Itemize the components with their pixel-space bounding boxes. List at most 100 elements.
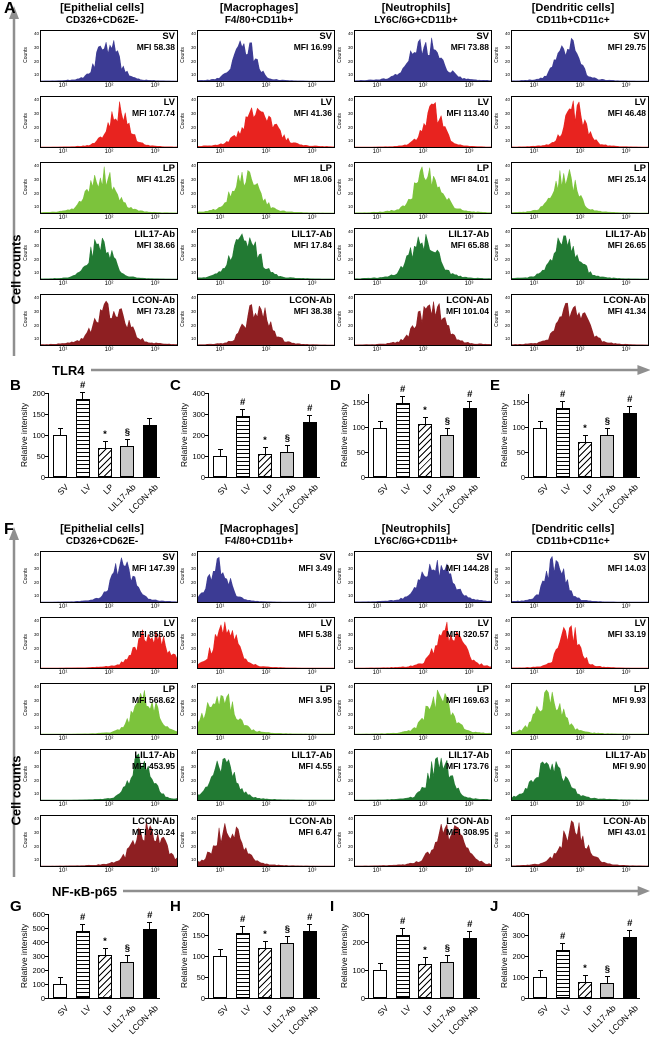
group-label: LIL17-Ab	[134, 750, 175, 761]
column-header: [Neutrophils] LY6C/6G+CD11b+	[340, 523, 492, 548]
bar-LIL17-Ab	[280, 943, 295, 998]
histogram-plot: SV MFI 3.49 10¹ 10² 10³	[197, 551, 335, 617]
x-tick-label: 10¹	[215, 604, 225, 610]
x-tick-label: 10³	[621, 215, 631, 221]
group-label: LP	[319, 163, 332, 174]
x-tick-label: 10¹	[58, 149, 68, 155]
bar-LIL17-Ab	[120, 445, 135, 477]
mfi-value: MFI 147.39	[132, 563, 175, 573]
counts-axis-label: Counts	[336, 700, 343, 716]
histogram-x-ticks: 10¹ 10² 10³	[197, 149, 335, 155]
histogram-frame	[511, 749, 649, 801]
y-tick-label: 10	[190, 336, 196, 342]
y-tick-label: 30	[33, 697, 39, 703]
y-tick-label: 20	[190, 645, 196, 651]
bar-chart-panel-b: B Relative intensity 0 50 100 150 200 SV # LV * LP §…	[10, 377, 170, 518]
bar-chart-panel-e: E Relative intensity 0 50 100 150 SV # LV * LP § LIL…	[490, 377, 650, 518]
x-tick-label: 10³	[621, 83, 631, 89]
y-tick-label: 10	[33, 138, 39, 144]
histogram-x-ticks: 10¹ 10² 10³	[354, 670, 492, 676]
y-tick-label: 10	[347, 593, 353, 599]
y-tick-label: 10	[190, 72, 196, 78]
flow-histogram-cell: Counts 40 30 20 10 LP MFI 169.63 10¹ 10² 10³	[336, 683, 492, 749]
histogram-x-ticks: 10¹ 10² 10³	[40, 347, 178, 353]
histogram-y-axis: Counts 40 30 20 10	[180, 162, 197, 228]
group-label: LP	[476, 684, 489, 695]
x-tick-label: 10²	[418, 670, 428, 676]
y-tick-label: 30	[347, 44, 353, 50]
x-tick-label: 10²	[575, 281, 585, 287]
histogram-curve	[355, 621, 491, 668]
flow-histogram-cell: Counts 40 30 20 10 LV MFI 107.74 10¹ 10² 10³	[22, 96, 178, 162]
y-tick-mark	[205, 934, 209, 936]
x-tick-label: 10¹	[58, 670, 68, 676]
histogram-frame	[354, 30, 492, 82]
histogram-x-ticks: 10¹ 10² 10³	[40, 281, 178, 287]
histogram-curve	[198, 304, 334, 345]
histogram-y-ticks: 40 30 20 10	[191, 750, 196, 797]
histogram-y-axis: Counts 40 30 20 10	[23, 551, 40, 617]
y-tick-label: 20	[504, 645, 510, 651]
histogram-y-ticks: 40 30 20 10	[191, 684, 196, 731]
x-category-label: SV	[535, 1003, 551, 1019]
histogram-plot: LIL17-Ab MFI 17.84 10¹ 10² 10³	[197, 228, 335, 294]
flow-histogram-cell: Counts 40 30 20 10 SV MFI 29.75 10¹ 10² 10³	[494, 30, 649, 96]
histogram-frame	[511, 551, 649, 603]
histogram-column: [Neutrophils] LY6C/6G+CD11b+ Counts 40 30 20 1…	[337, 2, 492, 360]
y-tick-label: 40	[347, 229, 353, 234]
histogram-curve	[198, 233, 334, 279]
flow-histogram-cell: Counts 40 30 20 10 LV MFI 855.05 10¹ 10² 10³	[23, 617, 178, 683]
x-tick-label: 10²	[261, 868, 271, 874]
bar-LP	[578, 982, 592, 998]
counts-axis-label: Counts	[22, 113, 29, 129]
x-tick-label: 10²	[261, 604, 271, 610]
x-tick-label: 10¹	[58, 736, 68, 742]
x-tick-label: 10¹	[372, 736, 382, 742]
histogram-y-ticks: 40 30 20 10	[34, 618, 39, 665]
group-label: SV	[633, 31, 646, 42]
bar-LCON-Ab	[142, 424, 157, 477]
histogram-column: [Dendritic cells] CD11b+CD11c+ Counts 40 30 2…	[494, 523, 649, 881]
column-header: [Macrophages] F4/80+CD11b+	[183, 523, 335, 548]
mfi-value: MFI 730.24	[132, 827, 175, 837]
error-bar	[102, 947, 108, 955]
x-tick-label: 10³	[464, 604, 474, 610]
y-tick-label: 10	[190, 659, 196, 665]
bar-LP	[578, 442, 592, 477]
histogram-plot: LCON-Ab MFI 308.95 10¹ 10² 10³	[354, 815, 492, 881]
histogram-y-ticks: 40 30 20 10	[505, 31, 510, 78]
y-tick-label: 20	[190, 256, 196, 262]
y-tick-label: 10	[504, 857, 510, 863]
histogram-y-axis: Counts 40 30 20 10	[180, 683, 197, 749]
y-tick-label: 30	[33, 308, 39, 314]
group-label: LP	[476, 163, 489, 174]
histogram-plot: LV MFI 5.38 10¹ 10² 10³	[197, 617, 335, 683]
panel-letter-f: F	[4, 521, 14, 538]
x-tick-label: 10²	[104, 670, 114, 676]
significance-marker: #	[559, 388, 566, 400]
y-tick-label: 30	[504, 242, 510, 248]
y-tick-label: 20	[33, 579, 39, 585]
counts-axis-label: Counts	[336, 568, 343, 584]
histogram-y-axis: Counts 40 30 20 10	[23, 30, 40, 96]
y-tick-label: 200	[512, 951, 525, 961]
y-tick-label: 30	[504, 697, 510, 703]
significance-marker: *	[583, 963, 587, 975]
x-tick-label: 10³	[464, 670, 474, 676]
histogram-plot: LP MFI 25.14 10¹ 10² 10³	[511, 162, 649, 228]
x-tick-label: 10³	[464, 802, 474, 808]
histogram-frame	[40, 30, 178, 82]
y-tick-mark	[525, 451, 529, 453]
y-tick-label: 30	[190, 829, 196, 835]
flow-histogram-cell: Counts 40 30 20 10 SV MFI 16.99 10¹ 10² 10³	[180, 30, 335, 96]
x-tick-label: 10³	[150, 215, 160, 221]
mfi-value: MFI 25.14	[607, 174, 646, 184]
x-tick-label: 10¹	[372, 347, 382, 353]
x-tick-label: 10¹	[372, 868, 382, 874]
column-header: [Epithelial cells] CD326+CD62E-	[26, 523, 178, 548]
y-tick-label: 10	[347, 857, 353, 863]
group-label: SV	[162, 31, 175, 42]
histogram-curve	[355, 234, 491, 279]
y-tick-label: 20	[347, 190, 353, 196]
x-tick-label: 10¹	[58, 215, 68, 221]
